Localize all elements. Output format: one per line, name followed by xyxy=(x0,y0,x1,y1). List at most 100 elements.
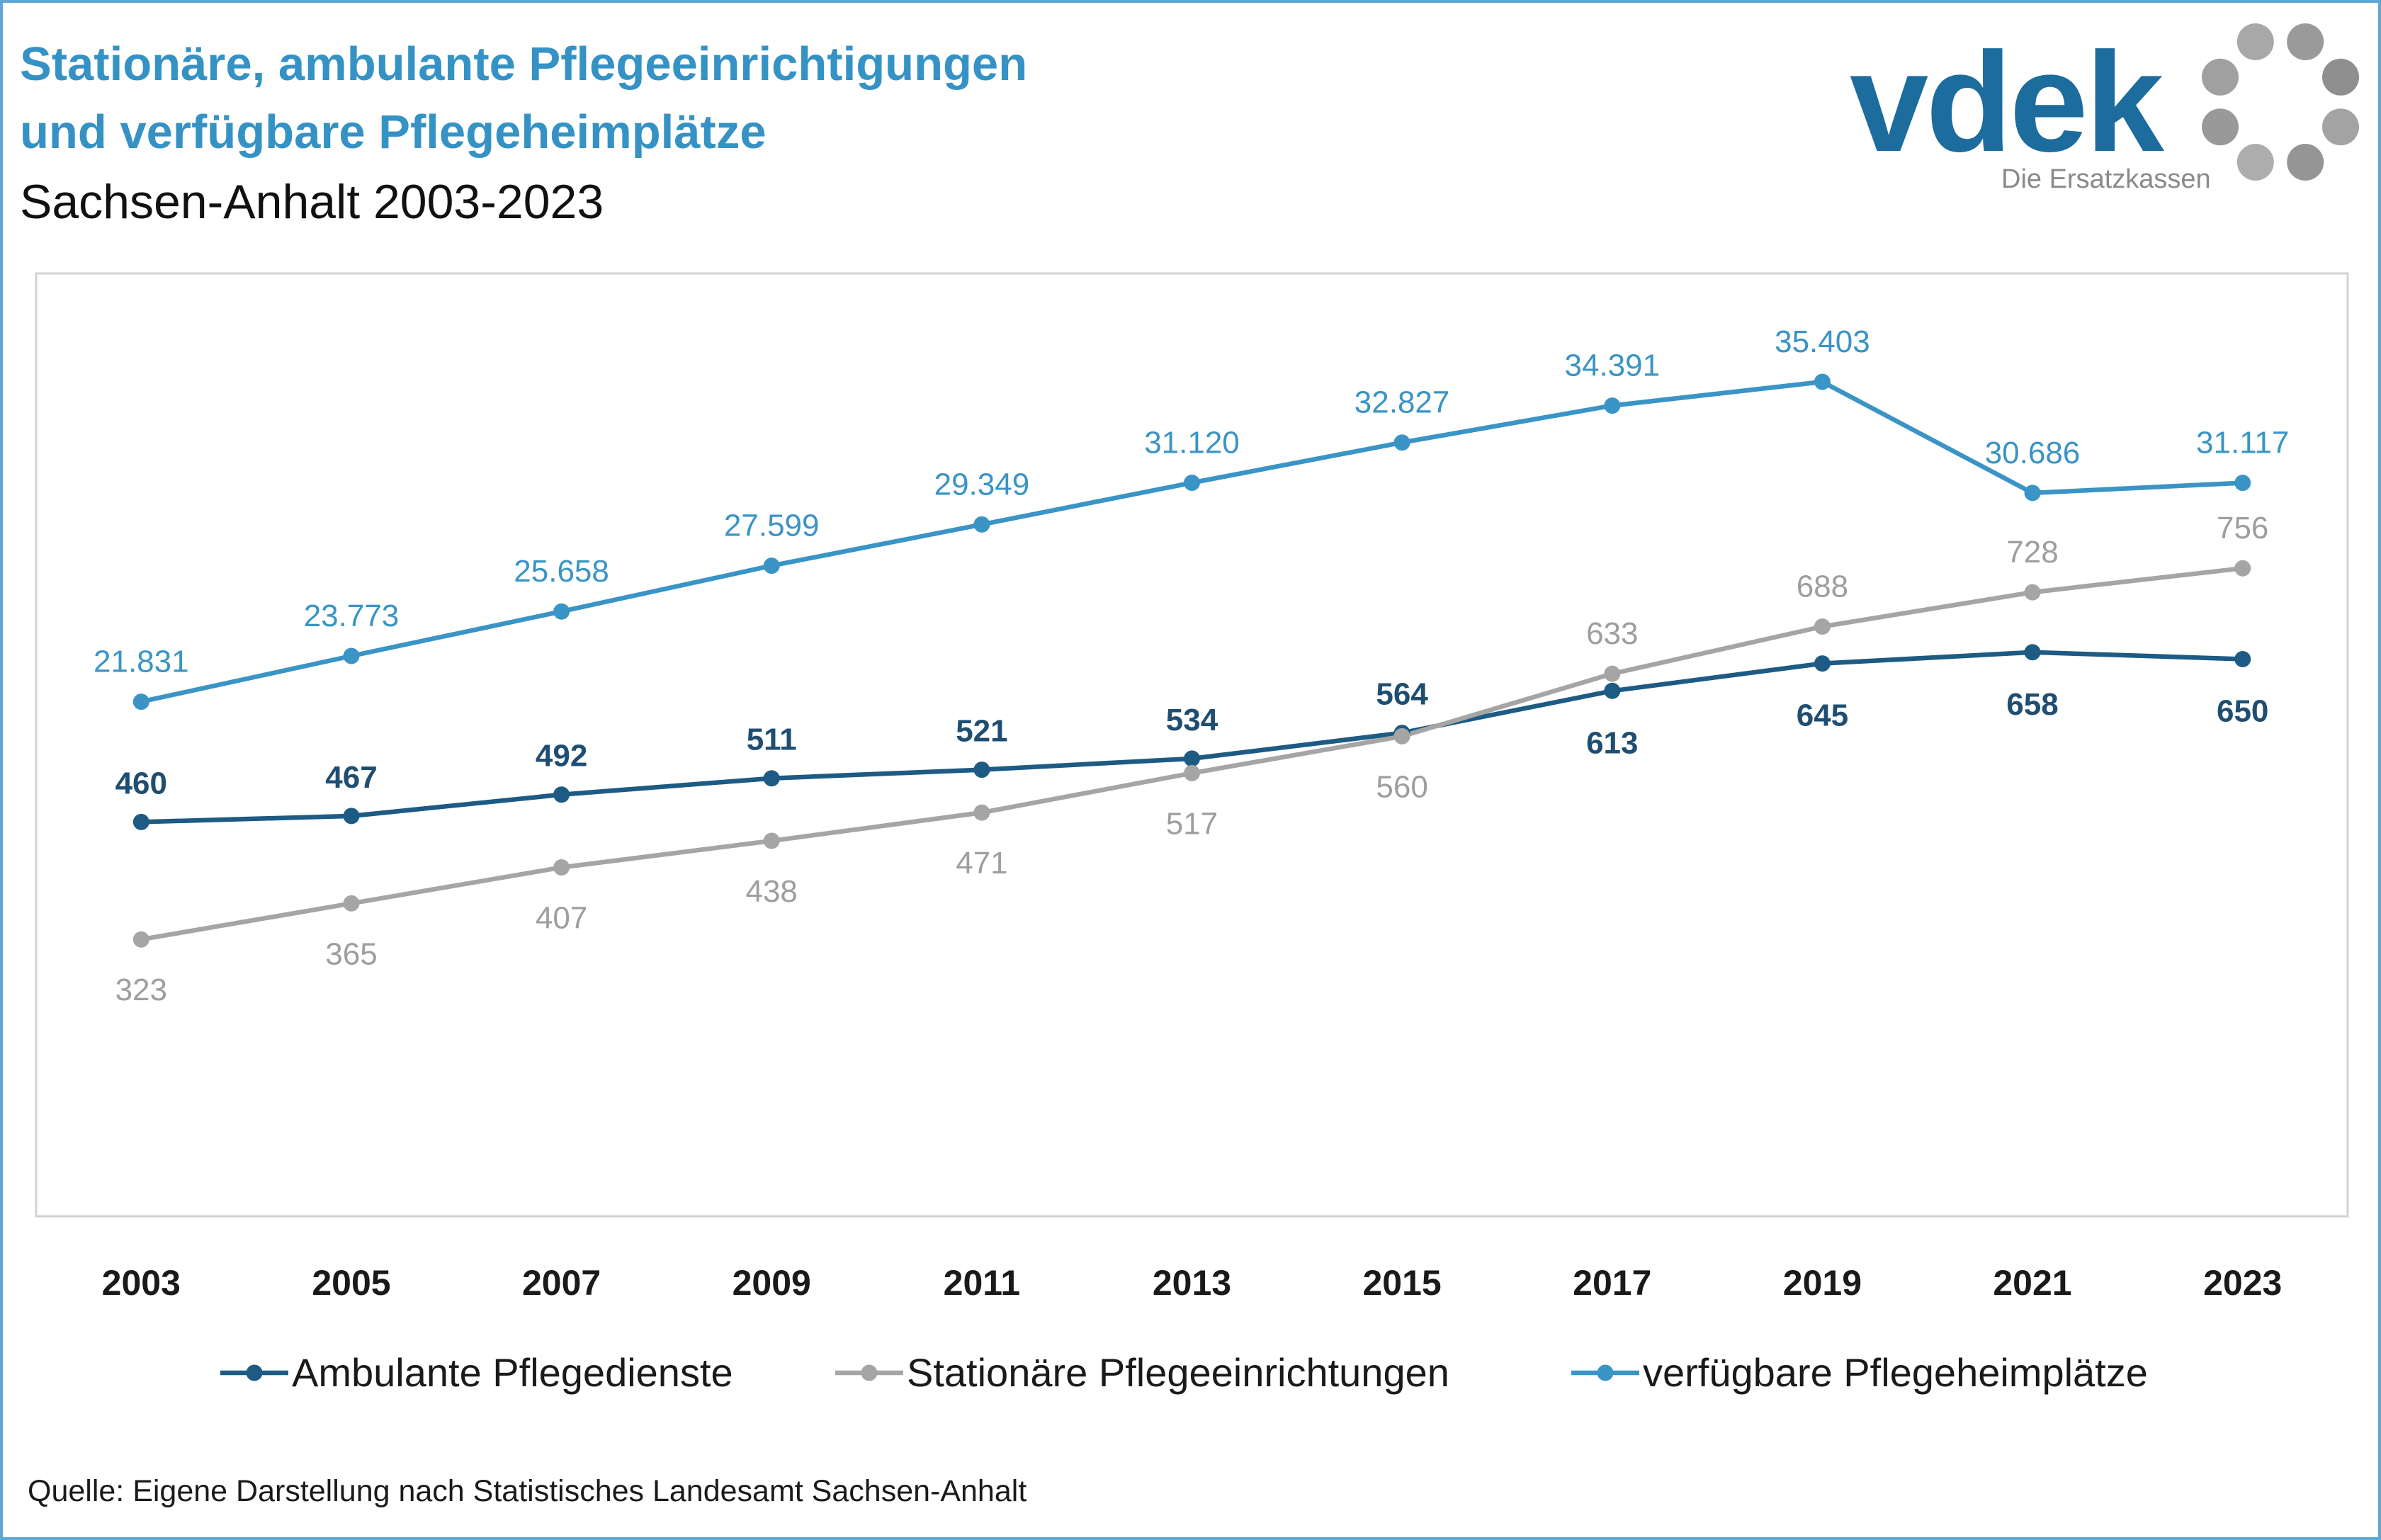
data-label-verfuegbare-pflegeheimplaetze-2023: 31.117 xyxy=(2196,426,2289,460)
data-point-verfuegbare-pflegeheimplaetze-2017 xyxy=(1604,397,1621,414)
data-label-stationaere-pflegeeinrichtungen-2015: 560 xyxy=(1376,769,1427,804)
data-label-stationaere-pflegeeinrichtungen-2013: 517 xyxy=(1166,806,1218,841)
chart-title-line-1: Stationäre, ambulante Pflegeeinrichtigun… xyxy=(20,38,1028,91)
data-label-verfuegbare-pflegeheimplaetze-2013: 31.120 xyxy=(1144,426,1240,460)
logo-stone xyxy=(2236,144,2274,181)
logo-ring-icon xyxy=(2202,23,2359,181)
legend-line-marker-icon xyxy=(1571,1364,1639,1381)
x-tick-label-2007: 2007 xyxy=(522,1263,601,1303)
data-point-verfuegbare-pflegeheimplaetze-2005 xyxy=(343,647,360,664)
logo-stone xyxy=(2287,23,2324,60)
data-label-ambulante-pflegedienste-2019: 645 xyxy=(1797,698,1848,733)
series-line-stationaere-pflegeeinrichtungen xyxy=(139,565,2245,942)
data-point-stationaere-pflegeeinrichtungen-2005 xyxy=(343,895,360,912)
data-label-stationaere-pflegeeinrichtungen-2019: 688 xyxy=(1797,570,1848,604)
series-lines xyxy=(139,379,2245,942)
data-label-stationaere-pflegeeinrichtungen-2005: 365 xyxy=(325,936,377,971)
data-label-ambulante-pflegedienste-2003: 460 xyxy=(115,766,167,800)
data-point-ambulante-pflegedienste-2015 xyxy=(1393,725,1410,742)
data-point-verfuegbare-pflegeheimplaetze-2007 xyxy=(553,603,570,620)
data-point-ambulante-pflegedienste-2019 xyxy=(1814,655,1831,672)
data-point-verfuegbare-pflegeheimplaetze-2021 xyxy=(2024,485,2041,502)
source-note: Quelle: Eigene Darstellung nach Statisti… xyxy=(28,1474,1027,1508)
data-point-verfuegbare-pflegeheimplaetze-2019 xyxy=(1814,373,1831,390)
x-tick-label-2013: 2013 xyxy=(1153,1263,1231,1303)
logo-stone xyxy=(2202,108,2239,146)
data-point-verfuegbare-pflegeheimplaetze-2013 xyxy=(1184,475,1200,491)
x-tick-label-2015: 2015 xyxy=(1362,1263,1441,1303)
data-point-verfuegbare-pflegeheimplaetze-2003 xyxy=(132,693,149,710)
data-label-ambulante-pflegedienste-2021: 658 xyxy=(2006,687,2058,722)
data-label-stationaere-pflegeeinrichtungen-2009: 438 xyxy=(745,874,797,909)
data-point-ambulante-pflegedienste-2003 xyxy=(132,813,149,830)
data-label-stationaere-pflegeeinrichtungen-2023: 756 xyxy=(2217,511,2268,545)
x-tick-label-2021: 2021 xyxy=(1993,1263,2071,1303)
data-point-verfuegbare-pflegeheimplaetze-2011 xyxy=(973,516,990,533)
data-point-stationaere-pflegeeinrichtungen-2003 xyxy=(132,931,149,948)
data-label-stationaere-pflegeeinrichtungen-2011: 471 xyxy=(956,846,1007,881)
legend-item-verfuegbare-pflegeheimplaetze: verfügbare Pflegeheimplätze xyxy=(1571,1352,2148,1394)
data-point-ambulante-pflegedienste-2005 xyxy=(343,808,360,825)
data-label-verfuegbare-pflegeheimplaetze-2019: 35.403 xyxy=(1775,324,1870,359)
data-label-stationaere-pflegeeinrichtungen-2003: 323 xyxy=(115,973,167,1007)
data-label-ambulante-pflegedienste-2023: 650 xyxy=(2217,694,2268,729)
data-point-ambulante-pflegedienste-2009 xyxy=(763,770,780,787)
chart-title-line-2: und verfügbare Pflegeheimplätze xyxy=(20,106,767,159)
data-label-verfuegbare-pflegeheimplaetze-2011: 29.349 xyxy=(934,467,1030,502)
data-point-stationaere-pflegeeinrichtungen-2021 xyxy=(2024,584,2041,601)
data-point-ambulante-pflegedienste-2013 xyxy=(1184,750,1200,767)
data-label-verfuegbare-pflegeheimplaetze-2009: 27.599 xyxy=(724,509,820,543)
legend-item-stationaere-pflegeeinrichtungen: Stationäre Pflegeeinrichtungen xyxy=(835,1352,1449,1394)
series-line-verfuegbare-pflegeheimplaetze xyxy=(139,379,2245,704)
logo-stone xyxy=(2236,23,2274,60)
x-tick-label-2003: 2003 xyxy=(102,1263,181,1303)
data-point-stationaere-pflegeeinrichtungen-2013 xyxy=(1184,764,1200,781)
logo-stone xyxy=(2287,144,2324,181)
data-point-stationaere-pflegeeinrichtungen-2007 xyxy=(553,859,570,876)
data-label-ambulante-pflegedienste-2007: 492 xyxy=(536,739,587,774)
data-label-ambulante-pflegedienste-2013: 534 xyxy=(1166,703,1218,737)
data-point-ambulante-pflegedienste-2007 xyxy=(553,786,570,803)
data-label-ambulante-pflegedienste-2009: 511 xyxy=(747,723,797,757)
plot-area-frame xyxy=(35,272,2349,1218)
series-points xyxy=(132,373,2251,948)
data-point-ambulante-pflegedienste-2021 xyxy=(2024,644,2041,661)
logo-stone xyxy=(2202,58,2239,96)
data-labels: 460 467 492 511 521 534 564 613 645 658 650 323 365 4… xyxy=(94,324,2289,1007)
legend-label: Ambulante Pflegedienste xyxy=(292,1350,733,1395)
logo-wordmark: vdek xyxy=(1850,23,2164,181)
data-label-stationaere-pflegeeinrichtungen-2007: 407 xyxy=(536,901,587,936)
data-label-verfuegbare-pflegeheimplaetze-2021: 30.686 xyxy=(1985,436,2081,470)
data-label-stationaere-pflegeeinrichtungen-2021: 728 xyxy=(2006,535,2058,570)
data-point-verfuegbare-pflegeheimplaetze-2009 xyxy=(763,557,780,574)
data-point-stationaere-pflegeeinrichtungen-2019 xyxy=(1814,618,1831,635)
data-label-verfuegbare-pflegeheimplaetze-2005: 23.773 xyxy=(304,599,400,633)
data-point-ambulante-pflegedienste-2011 xyxy=(973,761,990,779)
series-line-ambulante-pflegedienste xyxy=(139,650,2245,825)
logo-stone xyxy=(2322,108,2359,146)
x-tick-label-2023: 2023 xyxy=(2203,1263,2282,1303)
data-point-verfuegbare-pflegeheimplaetze-2015 xyxy=(1393,434,1410,451)
vdek-logo: vdek Die Ersatzkassen xyxy=(1835,14,2373,220)
x-tick-label-2009: 2009 xyxy=(733,1263,811,1303)
x-tick-label-2019: 2019 xyxy=(1783,1263,1862,1303)
data-label-verfuegbare-pflegeheimplaetze-2015: 32.827 xyxy=(1354,385,1450,420)
x-tick-label-2005: 2005 xyxy=(312,1263,390,1303)
chart-subtitle: Sachsen-Anhalt 2003-2023 xyxy=(20,175,604,229)
x-tick-label-2017: 2017 xyxy=(1573,1263,1651,1303)
data-label-verfuegbare-pflegeheimplaetze-2017: 34.391 xyxy=(1565,349,1661,383)
data-point-stationaere-pflegeeinrichtungen-2009 xyxy=(763,832,780,849)
data-point-verfuegbare-pflegeheimplaetze-2023 xyxy=(2234,475,2251,492)
x-axis-tick-labels: 2003 2005 2007 2009 2011 2013 2015 2017 2019 2021… xyxy=(102,1263,2283,1303)
logo-stone xyxy=(2322,58,2359,96)
data-label-ambulante-pflegedienste-2011: 521 xyxy=(956,714,1007,749)
data-point-ambulante-pflegedienste-2017 xyxy=(1604,682,1621,699)
data-label-ambulante-pflegedienste-2017: 613 xyxy=(1586,725,1638,760)
data-point-stationaere-pflegeeinrichtungen-2015 xyxy=(1393,727,1410,744)
data-label-verfuegbare-pflegeheimplaetze-2007: 25.658 xyxy=(514,554,609,589)
legend-line-marker-icon xyxy=(835,1364,903,1381)
x-tick-label-2011: 2011 xyxy=(944,1263,1020,1303)
